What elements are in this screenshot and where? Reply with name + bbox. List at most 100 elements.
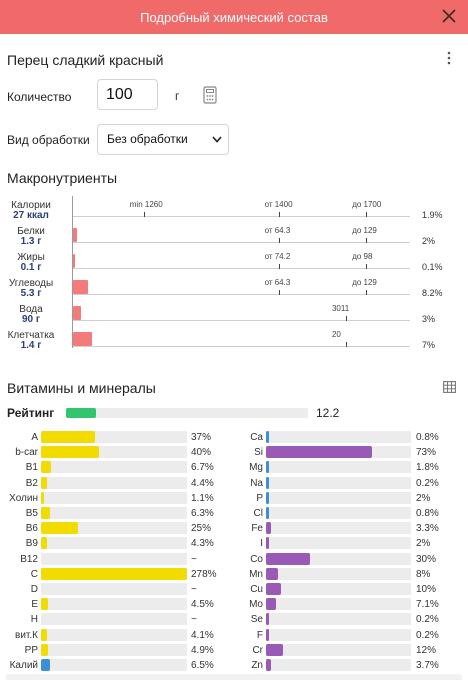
dialog-header: Подробный химический состав — [0, 0, 468, 34]
nutrient-name: Cu — [250, 584, 263, 595]
nutrient-bar-fill — [266, 491, 269, 504]
macro-track — [73, 242, 410, 243]
close-icon[interactable] — [438, 5, 460, 27]
nutrient-bar — [266, 613, 411, 626]
macro-percent: 3% — [422, 314, 436, 324]
nutrient-bar — [41, 491, 187, 504]
macro-bar — [73, 228, 78, 242]
nutrient-bar — [266, 491, 411, 504]
macro-mark-label: до 129 — [352, 226, 377, 235]
more-options-icon[interactable] — [446, 50, 452, 66]
nutrient-bar — [41, 537, 187, 550]
macro-row: Жиры 0.1 г от 74.2 до 98 0.1% — [0, 248, 468, 274]
nutrient-percent: 0.2% — [416, 629, 439, 641]
macro-row: Калории 27 ккал min 1260 от 1400 до 1700 1.9% — [0, 196, 468, 222]
nutrient-bar-fill — [41, 491, 44, 504]
nutrient-bar-fill — [266, 552, 310, 565]
nutrient-bar-fill — [266, 537, 269, 550]
macro-mark-label: до 98 — [352, 252, 373, 261]
nutrient-percent: ~ — [191, 614, 197, 626]
nutrient-bar — [41, 583, 187, 595]
nutrient-name: Si — [254, 447, 263, 459]
nutrient-bar — [266, 507, 411, 519]
nutrient-bar-fill — [266, 628, 269, 641]
quantity-input[interactable] — [97, 79, 158, 110]
nutrient-bar — [266, 476, 411, 489]
nutrient-bar — [266, 583, 411, 595]
macro-track — [73, 294, 410, 295]
nutrient-name: Холин — [9, 492, 38, 504]
nutrient-percent: 40% — [191, 447, 212, 459]
dialog-title: Подробный химический состав — [140, 10, 328, 25]
macro-name: Калории — [11, 200, 51, 211]
nutrient-bar-fill — [266, 583, 281, 595]
macro-mark-tick — [143, 212, 145, 217]
nutrient-percent: 6.7% — [191, 462, 214, 474]
macro-name: Жиры — [17, 252, 45, 263]
macro-row: Белки 1.3 г от 64.3 до 129 2% — [0, 222, 468, 248]
nutrient-bar — [41, 522, 187, 535]
nutrient-bar — [41, 507, 187, 519]
macro-mark-label: от 64.3 — [264, 278, 291, 287]
nutrient-name: Co — [250, 553, 263, 565]
macro-mark-label: 20 — [331, 330, 341, 339]
macro-amount: 0.1 г — [20, 262, 42, 273]
nutrient-percent: ~ — [191, 553, 197, 565]
nutrient-name: Se — [250, 614, 263, 626]
nutrient-name: Mn — [249, 568, 263, 580]
nutrient-name: P — [256, 492, 263, 504]
macro-bar — [73, 306, 82, 320]
nutrient-name: PP — [24, 644, 38, 656]
nutrient-bar-fill — [41, 522, 78, 535]
macro-name: Белки — [17, 226, 45, 237]
nutrient-bar-fill — [41, 628, 47, 641]
nutrient-name: B2 — [25, 477, 38, 489]
nutrient-bar — [41, 628, 187, 641]
nutrient-bar-fill — [266, 643, 284, 656]
macro-bar — [73, 332, 92, 346]
nutrient-percent: 4.3% — [191, 538, 214, 550]
macro-mark-label: до 1700 — [352, 200, 382, 209]
nutrient-bar-fill — [266, 476, 269, 489]
macro-percent: 7% — [422, 340, 436, 350]
macro-percent: 2% — [422, 236, 436, 246]
nutrient-bar — [266, 537, 411, 550]
nutrient-percent: 4.4% — [191, 477, 214, 489]
nutrient-bar — [266, 552, 411, 565]
macro-percent: 1.9% — [422, 210, 443, 220]
nutrient-percent: 12% — [416, 644, 437, 656]
nutrient-percent: 1.1% — [191, 492, 214, 504]
rating-bar-fill — [66, 408, 96, 418]
macro-mark-tick — [278, 264, 280, 269]
nutrient-name: D — [30, 584, 38, 595]
macros-chart: Калории 27 ккал min 1260 от 1400 до 1700 1.9%… — [0, 196, 468, 356]
nutrient-bar-fill — [41, 461, 51, 474]
nutrient-percent: 4.1% — [191, 629, 214, 641]
product-title: Перец сладкий красный — [7, 52, 164, 68]
macro-mark-label: до 129 — [352, 278, 377, 287]
nutrient-percent: 4.9% — [191, 644, 214, 656]
processing-select[interactable]: Без обработки — [97, 124, 229, 155]
table-view-icon[interactable] — [443, 381, 456, 393]
nutrient-name: I — [260, 538, 263, 550]
nutrient-percent: ~ — [191, 584, 197, 595]
rating-value: 12.2 — [316, 406, 340, 420]
bottom-panel — [6, 674, 462, 680]
nutrient-name: Ca — [250, 432, 263, 443]
nutrient-name: B6 — [25, 523, 38, 535]
calculator-icon[interactable] — [203, 86, 217, 104]
nutrient-bar-fill — [41, 659, 51, 671]
nutrient-percent: 3.3% — [416, 523, 439, 535]
macro-mark-tick — [278, 212, 280, 217]
nutrient-name: B5 — [25, 508, 38, 519]
nutrient-name: b-car — [15, 447, 38, 459]
nutrient-bar — [266, 628, 411, 641]
macro-mark-tick — [366, 212, 368, 217]
macro-mark-label: 3011 — [331, 304, 350, 313]
nutrient-bar — [41, 461, 187, 474]
nutrient-bar-fill — [266, 431, 269, 443]
macros-axis — [72, 196, 73, 348]
vitamins-title: Витамины и минералы — [7, 380, 156, 396]
nutrient-name: F — [256, 629, 263, 641]
nutrient-bar-fill — [266, 613, 269, 626]
